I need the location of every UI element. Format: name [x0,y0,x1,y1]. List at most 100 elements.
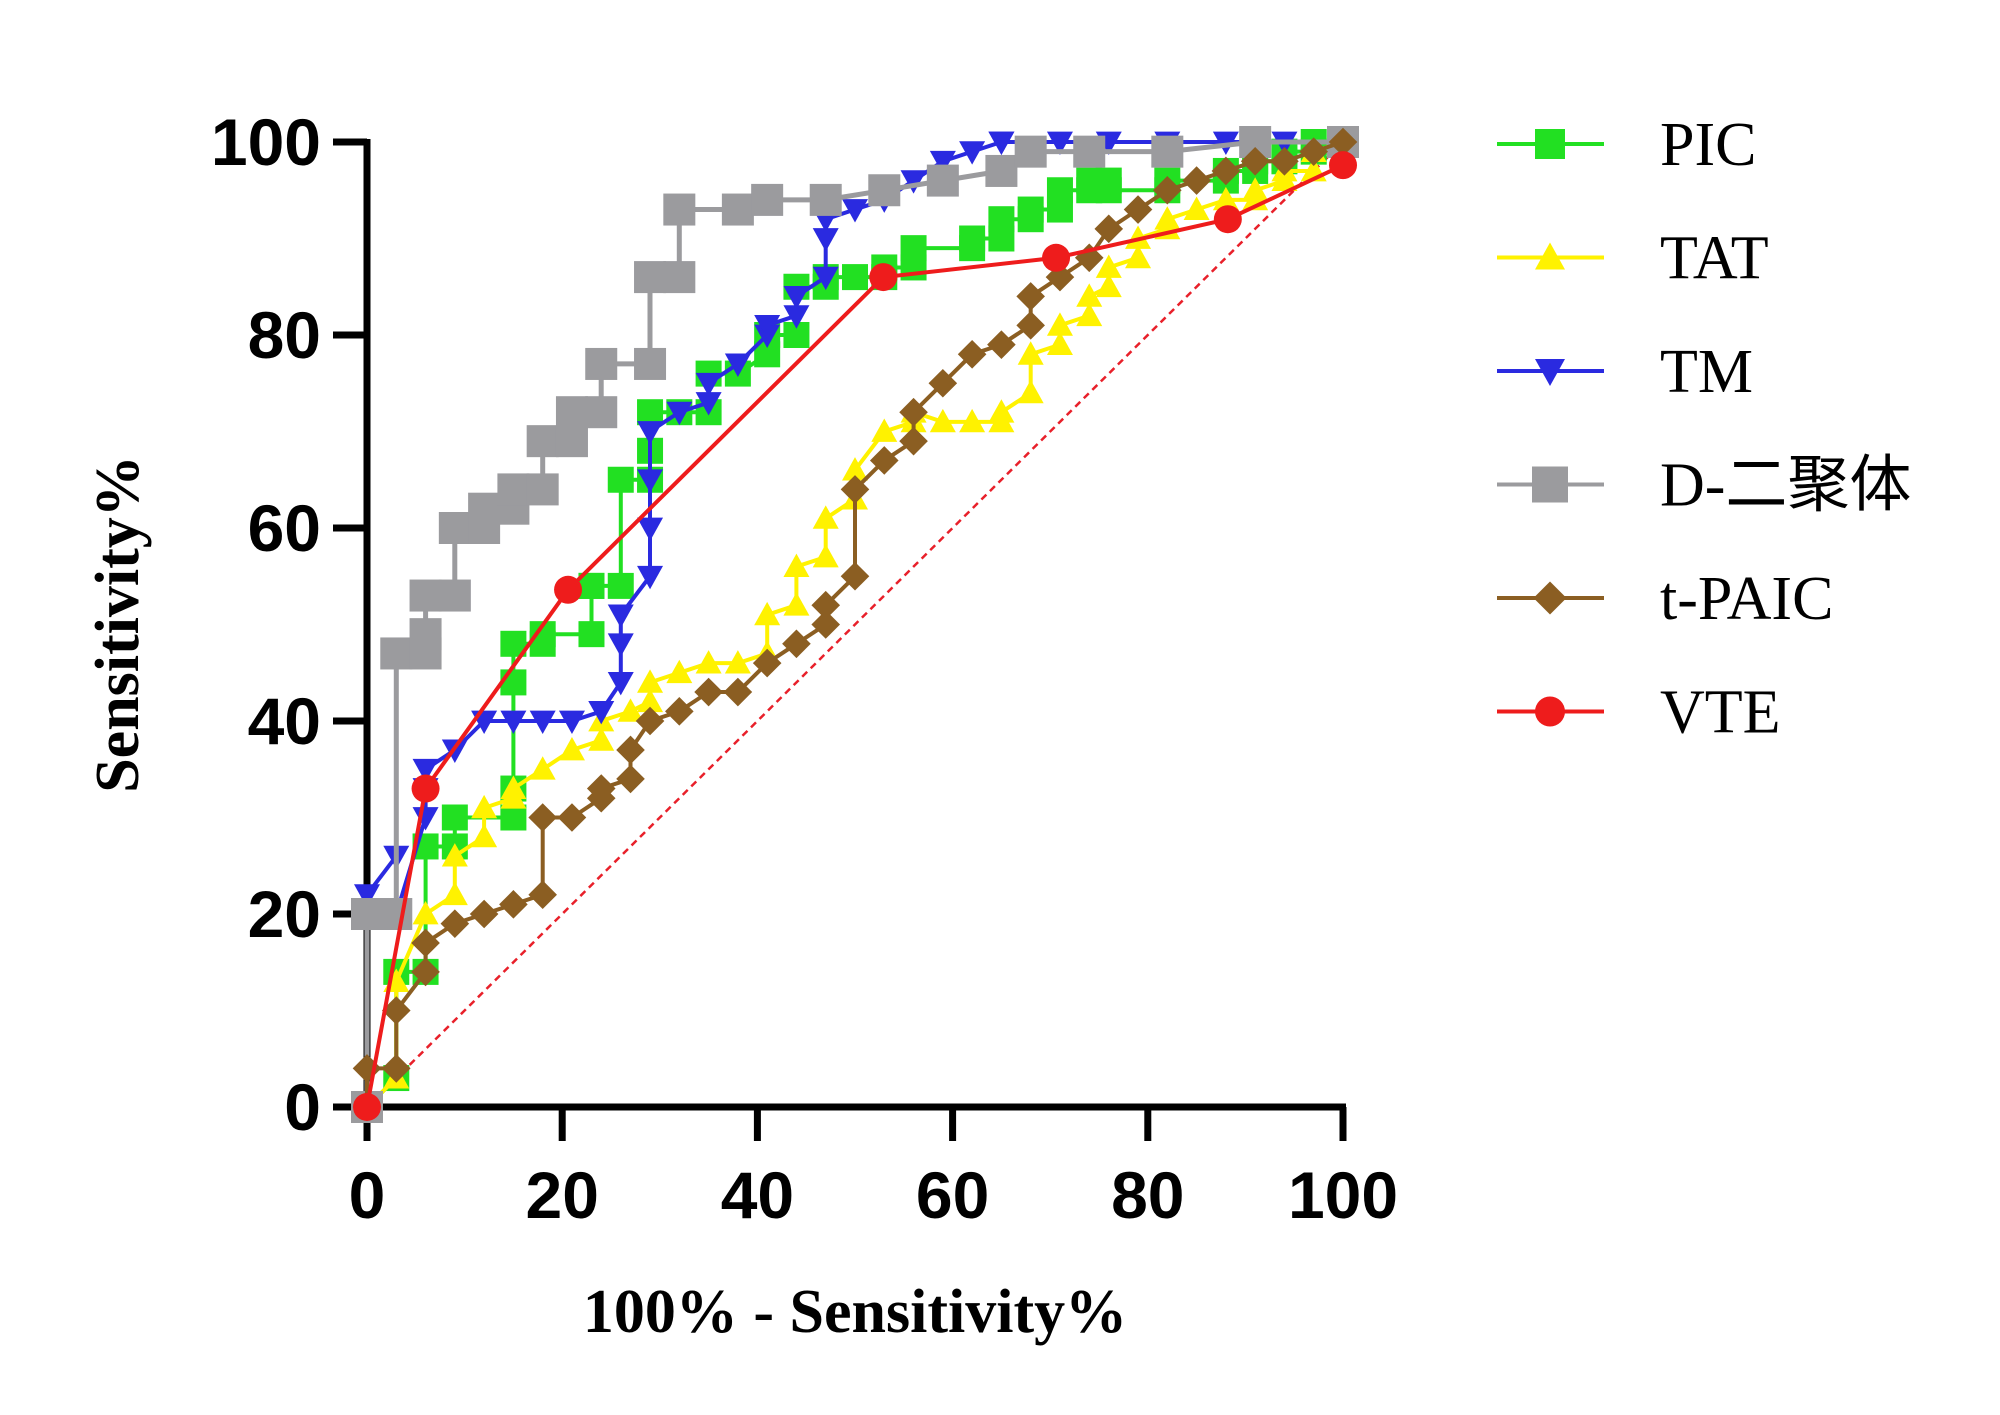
data-point-tat [588,727,615,751]
data-point-t-paic [1016,282,1045,311]
data-point-tm [412,807,439,831]
data-point-d [721,193,754,226]
data-point-tm [637,469,664,493]
data-point-t-paic [869,446,899,475]
legend-marker [1535,129,1565,159]
data-point-t-paic [499,890,528,919]
x-axis-title: 100% - Sensitivity% [583,1278,1127,1346]
legend-item-pic: PIC [1497,111,1756,179]
data-point-t-paic [811,610,841,639]
data-point-tat [1242,177,1269,201]
data-point-d [555,396,588,429]
data-point-tm [558,710,585,734]
data-point-tm [783,305,810,329]
data-point-t-paic [665,697,694,726]
legend-item-tm: TM [1497,338,1753,406]
y-axis: 0 20 40 60 80 100 [211,105,371,1144]
x-axis: 0 20 40 60 80 100 [349,1103,1398,1232]
data-point-pic [500,804,527,831]
data-point-d [1014,135,1047,168]
data-point-t-paic [557,803,587,832]
data-point-tm [1046,131,1073,155]
legend-marker [1533,581,1567,615]
x-tick-label: 40 [721,1158,794,1232]
data-point-d [409,579,442,612]
y-tick-label: 100 [211,105,321,179]
data-point-d [926,164,959,197]
legend-label: PIC [1660,111,1756,179]
data-point-d [438,512,471,544]
data-point-t-paic [899,426,928,456]
data-point-pic [607,572,634,599]
data-point-t-paic [381,996,411,1025]
y-tick-label: 80 [248,298,321,372]
legend-label: t-PAIC [1660,565,1833,633]
legend-marker [1532,466,1568,503]
data-point-tm [588,700,615,725]
legend-marker [1535,359,1565,386]
data-point-d [438,579,471,612]
data-point-d [497,473,530,506]
data-point-tm [842,199,868,223]
data-point-t-paic [1123,195,1153,224]
data-point-t-paic [528,803,557,832]
data-point-t-paic [586,774,616,803]
data-point-pic [441,804,468,831]
data-point-t-paic [1153,175,1182,205]
data-point-d [526,425,559,458]
y-axis-title: Sensitivity% [84,455,152,793]
data-point-tat [637,669,664,693]
data-point-tat [783,553,810,577]
data-point-vte [353,1093,381,1121]
data-point-tat [441,843,468,867]
legend-marker [1535,242,1565,270]
data-point-pic [607,466,634,493]
legend-item-vte: VTE [1497,679,1781,747]
x-tick-label: 20 [525,1158,598,1232]
data-point-tm [812,228,839,252]
data-point-t-paic [723,677,753,707]
data-point-tm [441,739,468,763]
legend-label: D-二聚体 [1660,452,1911,520]
data-point-d [380,637,413,670]
data-point-tat [617,698,644,722]
data-point-tm [607,672,634,696]
series-vte [353,151,1357,1121]
series-t-paic [352,127,1358,1122]
data-point-t-paic [957,340,987,369]
data-point-d [663,261,696,294]
y-tick-label: 20 [248,877,321,951]
data-point-d [555,425,588,458]
data-point-pic [1046,177,1073,204]
data-point-d [1151,135,1184,168]
data-point-d [409,618,442,651]
data-point-tat [412,901,439,925]
data-point-tat [871,418,898,442]
data-point-t-paic [616,735,645,765]
y-tick-label: 60 [248,491,321,565]
data-point-tm [637,421,664,445]
data-point-tat [1017,341,1044,365]
data-point-vte [1213,205,1242,234]
data-point-t-paic [616,764,645,794]
legend-label: TM [1660,338,1753,406]
data-point-tat [1095,254,1122,278]
data-point-tm [812,266,839,291]
data-point-d [468,492,501,525]
data-point-t-paic [1240,147,1270,176]
data-point-tat [1125,244,1152,269]
data-point-tat [471,794,498,819]
data-point-pic [578,621,605,648]
legend-marker [1535,696,1565,727]
data-point-pic [988,206,1015,233]
data-point-t-paic [411,957,440,987]
data-point-tat [471,823,498,848]
series-layer [351,126,1359,1123]
data-point-d [868,174,901,207]
data-point-t-paic [987,330,1016,359]
data-point-tat [500,775,527,799]
data-point-t-paic [1094,214,1124,244]
data-point-t-paic [1016,311,1045,340]
legend-label: TAT [1660,225,1769,293]
data-point-t-paic [840,561,870,591]
